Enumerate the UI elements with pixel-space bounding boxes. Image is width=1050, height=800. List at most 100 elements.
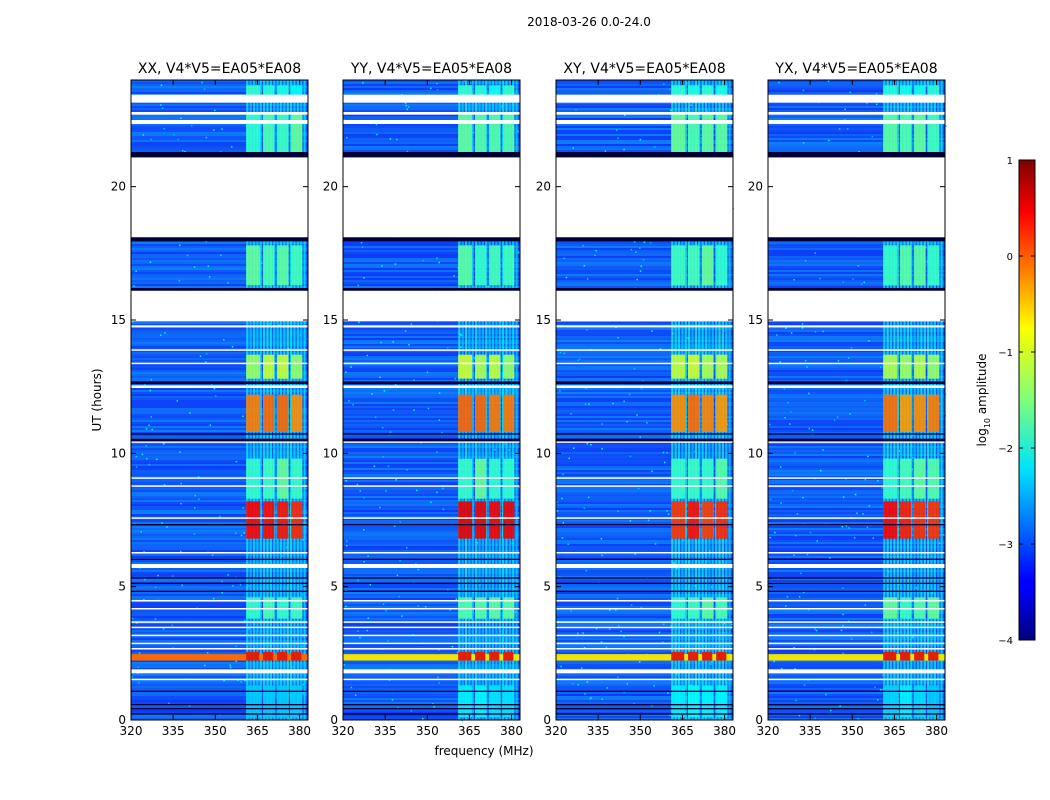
heatmap-speckle [380,341,382,344]
heatmap-row [343,356,520,358]
heatmap-row [343,706,520,708]
y-tick-label: 0 [118,713,126,727]
heatmap-row [768,568,945,570]
heatmap-row [556,510,733,512]
heatmap-row [768,498,945,500]
heatmap-speckle [563,257,565,259]
rfi-block [883,112,898,152]
heatmap-speckle [442,487,444,490]
heatmap-row [768,560,945,562]
heatmap-speckle [363,529,365,531]
heatmap-row [768,624,945,626]
heatmap-row [768,284,945,286]
heatmap-row [131,424,308,426]
heatmap-speckle [171,575,174,577]
heatmap-speckle [588,403,590,405]
data-gap [768,634,945,637]
heatmap-row [343,444,520,446]
heatmap-row [131,400,308,402]
heatmap-row [768,452,945,454]
rfi-block [246,112,261,152]
rfi-block [503,245,515,286]
heatmap-row [556,484,733,486]
heatmap-speckle [847,620,850,623]
data-gap [343,552,520,554]
heatmap-speckle [639,270,642,272]
rfi-hotspot [503,652,514,661]
heatmap-row [343,456,520,458]
heatmap-row [768,698,945,700]
heatmap-speckle [850,638,853,640]
flagged-row [131,152,308,158]
heatmap-row [556,356,733,358]
rfi-block [458,112,473,152]
heatmap-row [556,476,733,478]
heatmap-speckle [800,572,802,575]
heatmap-row [343,248,520,250]
heatmap-row [768,456,945,458]
heatmap-speckle [841,526,844,528]
heatmap-row [131,576,308,578]
heatmap-row [556,90,733,92]
heatmap-speckle [669,714,671,717]
heatmap-speckle [346,545,348,547]
data-gap [343,316,520,322]
heatmap-row [343,518,520,520]
heatmap-row [556,384,733,386]
heatmap-row [131,378,308,380]
heatmap-speckle [442,508,445,511]
heatmap-row [131,596,308,598]
heatmap-row [131,360,308,362]
heatmap-speckle [898,583,900,586]
heatmap-speckle [143,550,145,553]
heatmap-row [131,632,308,634]
heatmap-row [343,682,520,684]
rfi-block [671,685,686,718]
heatmap-row [768,636,945,638]
rfi-block [671,501,686,539]
heatmap-row [556,458,733,460]
heatmap-row [343,244,520,246]
rfi-block [716,685,728,718]
heatmap-row [343,584,520,586]
heatmap-row [556,494,733,496]
heatmap-speckle [417,605,419,607]
heatmap-row [556,500,733,502]
data-gap [131,634,308,637]
heatmap-row [131,638,308,640]
rfi-block [914,245,926,286]
heatmap-row [131,402,308,404]
rfi-block [914,685,926,718]
flagged-row [131,582,308,584]
heatmap-speckle [629,455,632,458]
rfi-block [688,245,700,286]
heatmap-row [768,408,945,410]
heatmap-speckle [205,353,208,355]
heatmap-row [343,464,520,466]
heatmap-speckle [449,609,451,611]
flagged-row [343,381,520,384]
heatmap-speckle [392,341,394,343]
heatmap-row [556,404,733,406]
heatmap-row [768,114,945,116]
heatmap-row [768,716,945,718]
heatmap-row [343,484,520,486]
heatmap-row [556,436,733,438]
heatmap-row [556,466,733,468]
heatmap-row [556,272,733,274]
heatmap-row [343,148,520,150]
heatmap-row [556,554,733,556]
heatmap-row [343,668,520,670]
heatmap-speckle [460,346,462,348]
rfi-block [503,354,515,379]
heatmap-speckle [161,107,164,109]
panel-title: YX, V4*V5=EA05*EA08 [774,61,937,77]
heatmap-speckle [561,537,564,539]
heatmap-row [131,322,308,324]
heatmap-row [768,448,945,450]
heatmap-row [556,492,733,494]
data-gap [556,316,733,322]
heatmap-row [343,414,520,416]
heatmap-speckle [590,697,592,699]
heatmap-speckle [376,133,378,136]
